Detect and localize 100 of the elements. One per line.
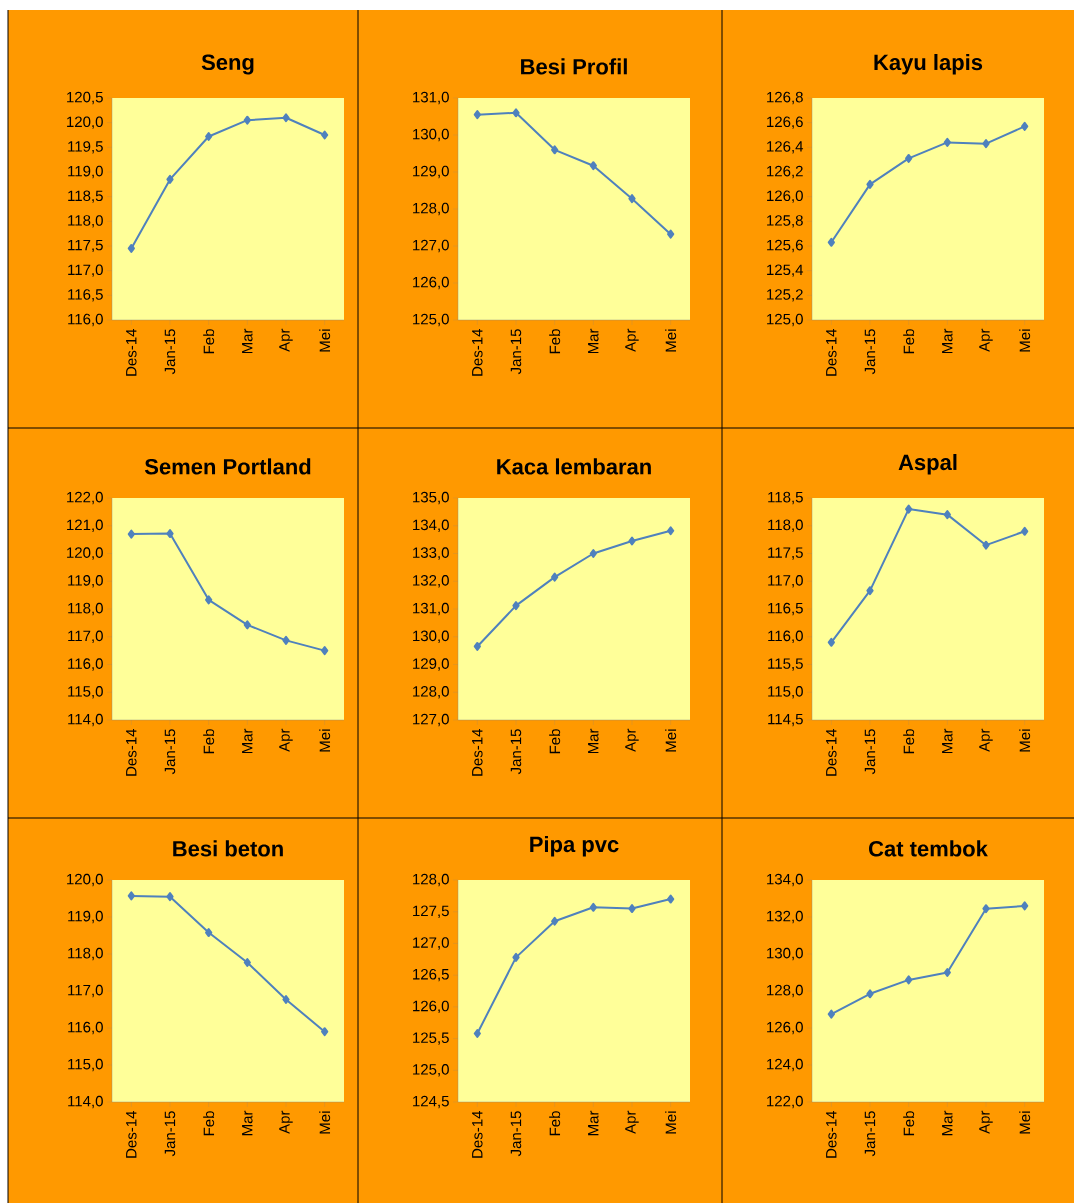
y-tick-label: 130,0 (413, 128, 449, 142)
y-tick-label: 117,5 (768, 547, 803, 560)
x-tick-label: Mar (942, 328, 953, 354)
x-tick-label: Des-14 (472, 328, 483, 376)
point (982, 904, 990, 914)
point (628, 194, 636, 204)
point (127, 243, 135, 253)
y-tick-label: 134,0 (413, 519, 449, 532)
point (866, 179, 874, 189)
x-tick-label: Feb (203, 1111, 215, 1136)
x-tick-label: Jan-15 (164, 1111, 176, 1157)
y-tick-label: 126,0 (413, 1000, 449, 1014)
point (866, 989, 874, 999)
x-tick-label: Jan-15 (164, 329, 176, 375)
point (551, 916, 559, 926)
y-tick-label: 119,0 (68, 575, 103, 588)
y-tick-label: 114,0 (68, 1095, 103, 1109)
y-tick-label: 124,0 (767, 1058, 803, 1072)
point (943, 968, 951, 978)
point (905, 504, 913, 514)
x-tick-label: Mar (588, 1110, 599, 1136)
x-tick-label: Feb (903, 1111, 915, 1136)
y-tick-label: 118,0 (768, 519, 803, 532)
chart-title: Seng (201, 54, 254, 75)
y-tick-label: 126,0 (767, 190, 803, 203)
point (282, 995, 290, 1005)
x-tick-label: Apr (625, 328, 639, 352)
point (982, 139, 990, 149)
y-tick-label: 116,0 (68, 313, 103, 327)
point (473, 110, 481, 120)
point (473, 641, 481, 651)
y-tick-label: 115,0 (68, 686, 103, 699)
point (1021, 121, 1029, 131)
y-tick-label: 121,0 (67, 519, 103, 532)
point (282, 635, 290, 645)
y-tick-label: 114,5 (768, 713, 803, 727)
x-tick-label: Des-14 (826, 728, 837, 776)
x-tick-label: Mei (319, 329, 331, 352)
point (473, 1029, 481, 1039)
x-tick-label: Mar (942, 728, 953, 754)
x-tick-label: Jan-15 (864, 729, 876, 775)
y-tick-label: 128,0 (413, 686, 449, 699)
y-tick-label: 126,0 (413, 276, 449, 290)
y-tick-label: 116,0 (768, 630, 803, 643)
y-tick-label: 118,0 (68, 602, 103, 616)
x-tick-label: Des-14 (472, 1110, 483, 1158)
y-tick-label: 126,4 (767, 141, 804, 154)
y-tick-label: 118,0 (68, 215, 103, 228)
y-tick-label: 131,0 (413, 602, 449, 616)
point (866, 586, 874, 596)
y-tick-label: 127,5 (413, 905, 449, 918)
x-tick-label: Mar (588, 728, 599, 754)
x-tick-label: Mar (242, 328, 253, 354)
y-tick-label: 129,0 (413, 165, 449, 179)
point (943, 510, 951, 520)
y-tick-label: 126,5 (413, 968, 449, 982)
y-tick-label: 125,6 (767, 239, 803, 253)
point (1021, 526, 1029, 536)
y-tick-label: 130,0 (767, 947, 803, 961)
y-tick-label: 116,5 (768, 602, 803, 616)
x-tick-label: Feb (549, 1111, 561, 1136)
y-tick-label: 120,5 (67, 91, 103, 105)
x-tick-label: Des-14 (126, 1110, 137, 1158)
chart-title: Besi beton (173, 840, 283, 857)
x-tick-label: Apr (279, 328, 293, 352)
point (166, 174, 174, 184)
point (943, 137, 951, 147)
y-tick-label: 134,0 (767, 873, 803, 887)
y-tick-label: 114,0 (68, 713, 103, 727)
y-tick-label: 115,5 (768, 658, 803, 671)
point (1021, 901, 1029, 911)
point (243, 958, 251, 968)
y-tick-label: 116,0 (68, 1021, 103, 1035)
point (905, 153, 913, 163)
x-tick-label: Mar (242, 1110, 253, 1136)
x-tick-label: Jan-15 (864, 329, 876, 375)
y-tick-label: 117,0 (68, 984, 103, 998)
y-tick-label: 125,4 (767, 264, 804, 277)
point (667, 894, 675, 904)
x-tick-label: Mei (1019, 329, 1031, 352)
y-tick-label: 122,0 (767, 1095, 803, 1109)
y-tick-label: 119,0 (68, 910, 103, 924)
y-tick-label: 117,0 (68, 264, 103, 277)
y-tick-label: 132,0 (767, 910, 803, 924)
y-tick-label: 132,0 (413, 575, 449, 588)
y-tick-label: 127,0 (413, 713, 449, 727)
y-tick-label: 125,0 (767, 313, 803, 327)
y-tick-label: 122,0 (67, 491, 103, 505)
x-tick-label: Feb (203, 329, 215, 354)
x-tick-label: Apr (279, 728, 293, 752)
point (512, 952, 520, 962)
point (205, 595, 213, 605)
x-tick-label: Mei (1019, 729, 1031, 752)
point (166, 892, 174, 902)
y-tick-label: 130,0 (413, 630, 449, 643)
point (321, 646, 329, 656)
y-tick-label: 126,2 (767, 165, 803, 179)
chart-title: Besi Profil (521, 58, 627, 75)
x-tick-label: Jan-15 (510, 1111, 522, 1157)
y-tick-label: 117,0 (68, 630, 103, 643)
